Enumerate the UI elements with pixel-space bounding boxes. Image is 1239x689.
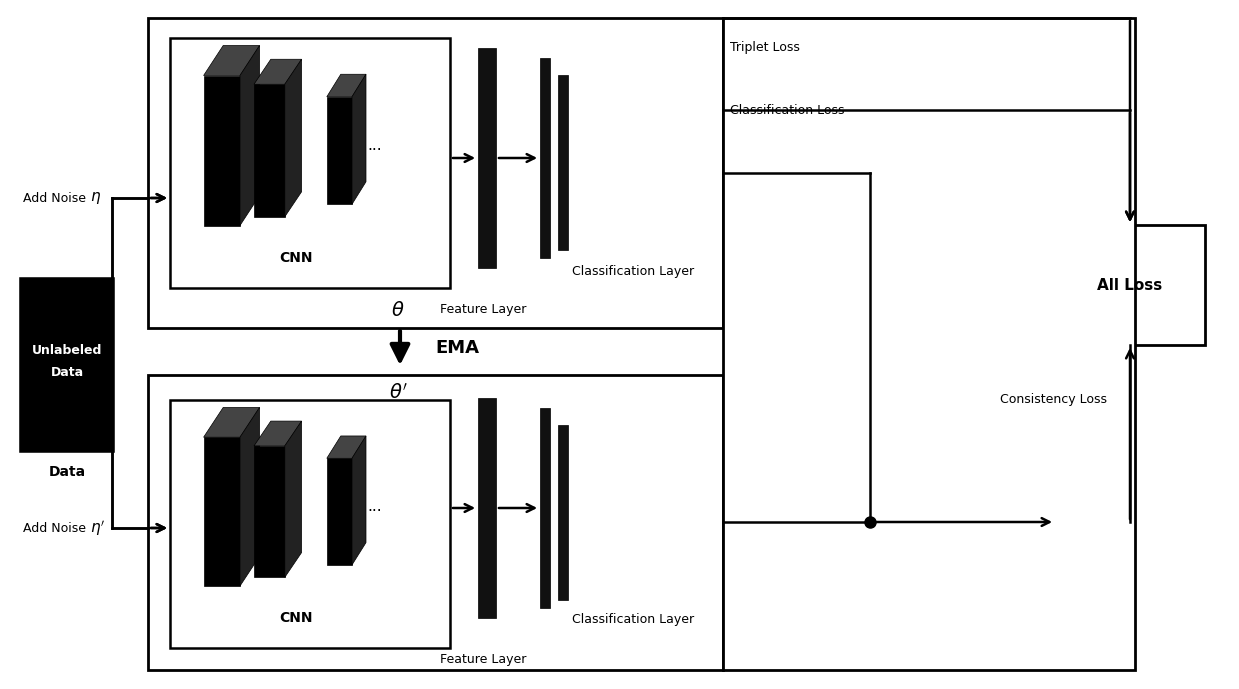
Bar xyxy=(724,18,1135,670)
Text: ...: ... xyxy=(367,138,382,153)
Polygon shape xyxy=(240,407,260,586)
Polygon shape xyxy=(327,458,352,565)
Polygon shape xyxy=(285,59,301,217)
Text: $\eta$: $\eta$ xyxy=(90,190,102,206)
Polygon shape xyxy=(203,438,240,586)
Polygon shape xyxy=(352,74,366,204)
Text: Feature Layer: Feature Layer xyxy=(440,303,527,316)
Bar xyxy=(22,280,112,450)
Text: Data: Data xyxy=(48,465,85,479)
Text: Add Noise: Add Noise xyxy=(24,522,90,535)
Text: Consistency Loss: Consistency Loss xyxy=(1000,393,1106,407)
Polygon shape xyxy=(254,446,285,577)
Polygon shape xyxy=(327,74,366,96)
Text: Feature Layer: Feature Layer xyxy=(440,653,527,666)
Text: CNN: CNN xyxy=(279,251,312,265)
Bar xyxy=(1054,225,1206,345)
Text: Unlabeled: Unlabeled xyxy=(32,344,102,358)
Polygon shape xyxy=(254,59,301,84)
Text: Classification Layer: Classification Layer xyxy=(572,265,694,278)
Text: Classification Loss: Classification Loss xyxy=(730,103,845,116)
Bar xyxy=(170,38,450,288)
Bar xyxy=(540,408,550,608)
Text: $\eta'$: $\eta'$ xyxy=(90,518,105,538)
Bar xyxy=(478,398,496,618)
Polygon shape xyxy=(203,45,260,76)
Text: EMA: EMA xyxy=(435,339,479,357)
Polygon shape xyxy=(240,45,260,225)
Text: Data: Data xyxy=(51,367,83,380)
Text: Classification Layer: Classification Layer xyxy=(572,613,694,626)
Text: $\theta'$: $\theta'$ xyxy=(389,383,408,403)
Bar xyxy=(147,375,724,670)
Bar xyxy=(147,18,724,328)
Bar xyxy=(170,400,450,648)
Polygon shape xyxy=(254,421,301,446)
Polygon shape xyxy=(285,421,301,577)
Text: $\theta$: $\theta$ xyxy=(392,300,405,320)
Polygon shape xyxy=(327,96,352,204)
Polygon shape xyxy=(327,436,366,458)
Polygon shape xyxy=(203,407,260,438)
Text: All Loss: All Loss xyxy=(1098,278,1162,293)
Text: Triplet Loss: Triplet Loss xyxy=(730,41,800,54)
Bar xyxy=(558,75,567,250)
Text: ...: ... xyxy=(367,499,382,514)
Polygon shape xyxy=(352,436,366,565)
Bar xyxy=(540,58,550,258)
Text: CNN: CNN xyxy=(279,611,312,625)
Bar xyxy=(558,425,567,600)
Text: Add Noise: Add Noise xyxy=(24,192,90,205)
Bar xyxy=(478,48,496,268)
Polygon shape xyxy=(254,84,285,217)
Polygon shape xyxy=(203,76,240,225)
